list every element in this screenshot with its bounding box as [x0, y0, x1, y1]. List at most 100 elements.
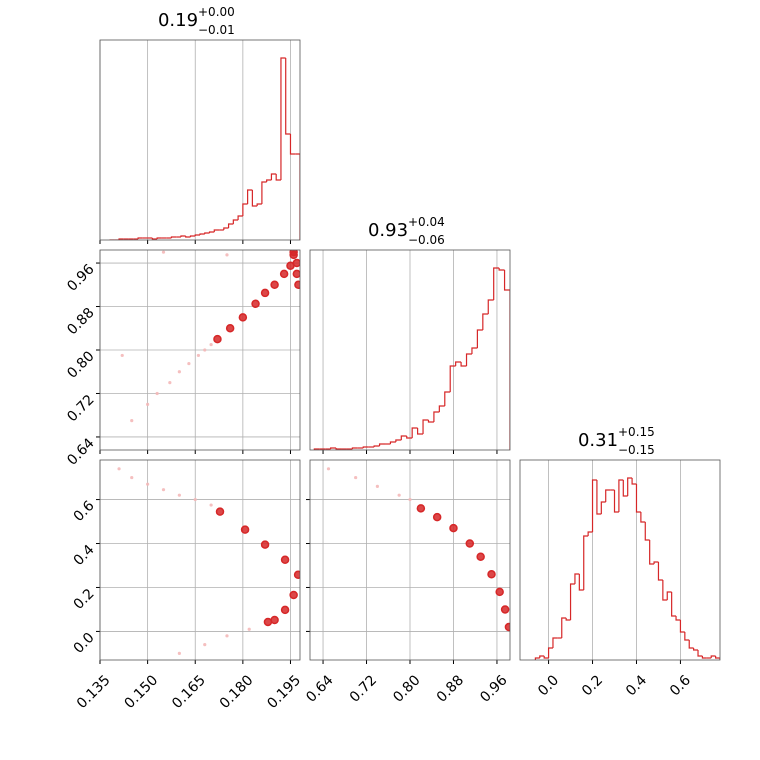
- sample-point: [213, 334, 222, 344]
- hist-step: [578, 574, 584, 591]
- title-lower: −0.06: [408, 233, 445, 247]
- hist-step: [199, 233, 205, 235]
- hist-step: [671, 592, 677, 617]
- panel-title: 0.31: [578, 430, 618, 451]
- panel-frame: [309, 249, 511, 451]
- hist-step: [591, 479, 597, 532]
- hist-step: [247, 189, 253, 204]
- sample-point: [375, 484, 379, 488]
- sample-point: [215, 507, 225, 516]
- y-tick-label: 0.6: [71, 498, 98, 525]
- sample-point: [161, 488, 166, 492]
- hist-step: [213, 229, 220, 232]
- hist-step: [330, 447, 337, 449]
- hist-step: [455, 361, 462, 366]
- sample-point: [251, 299, 260, 309]
- hist-step: [715, 656, 720, 660]
- sample-point: [146, 482, 150, 486]
- hist-step: [657, 562, 663, 581]
- y-tick-label: 0.80: [64, 348, 97, 381]
- hist-step: [227, 223, 234, 228]
- title-upper: +0.04: [408, 215, 445, 229]
- panel-title: 0.19: [158, 10, 198, 31]
- hist-step: [422, 419, 429, 434]
- plot-area: [120, 250, 300, 423]
- sample-point: [289, 590, 298, 600]
- sample-point: [238, 313, 248, 322]
- sample-point: [487, 570, 496, 579]
- plot-area: [117, 467, 300, 656]
- sample-point: [449, 523, 458, 533]
- x-tick-label: 0.150: [122, 672, 162, 712]
- hist-step: [261, 181, 267, 204]
- sample-point: [294, 280, 300, 290]
- x-tick-label: 0.80: [390, 672, 423, 705]
- plot-area: [313, 267, 510, 450]
- hist-step: [389, 441, 396, 444]
- hist-step: [600, 501, 606, 514]
- hist-step: [251, 190, 258, 207]
- y-tick-label: 0.96: [64, 261, 97, 294]
- sample-point: [504, 622, 510, 632]
- sample-point: [225, 634, 229, 638]
- sample-point: [161, 250, 166, 254]
- title-lower: −0.15: [618, 443, 655, 457]
- hist-step: [675, 616, 681, 621]
- sample-point: [280, 555, 290, 565]
- hist-step: [335, 448, 342, 450]
- hist-step: [242, 203, 248, 216]
- sample-point: [326, 467, 331, 471]
- sample-point: [280, 605, 290, 615]
- hist-step: [644, 522, 650, 541]
- hist-step: [697, 650, 703, 657]
- hist-step: [482, 313, 489, 330]
- plot-area: [109, 57, 300, 240]
- title-lower: −0.01: [198, 23, 235, 37]
- x-tick-label: 0.96: [477, 672, 510, 705]
- title-value: 0.19: [158, 10, 198, 31]
- x-tick-label: 0.165: [169, 672, 209, 712]
- panel-frame: [519, 459, 721, 661]
- hist-step: [565, 618, 571, 621]
- hist-step: [270, 173, 277, 180]
- sample-point: [240, 525, 250, 534]
- sample-point: [270, 280, 279, 290]
- panel-frame: [309, 459, 511, 661]
- sample-point: [263, 617, 273, 627]
- plot-area: [326, 467, 510, 632]
- hist-step: [373, 445, 380, 447]
- hist-step: [280, 57, 286, 180]
- sample-point: [193, 497, 197, 502]
- hist-step: [427, 420, 434, 423]
- x-tick-label: 0.4: [623, 672, 650, 699]
- sample-point: [354, 475, 358, 480]
- sample-point: [292, 269, 300, 279]
- sample-point: [177, 493, 181, 497]
- hist-step: [256, 203, 262, 206]
- hist-step: [266, 179, 272, 182]
- hist-step: [605, 489, 611, 502]
- sample-point: [495, 587, 504, 597]
- hist-step: [449, 365, 456, 392]
- y-tick-label: 0.2: [71, 586, 98, 613]
- hist-step: [710, 655, 716, 658]
- hist-step: [194, 234, 200, 236]
- x-tick-label: 0.180: [217, 672, 257, 712]
- sample-point: [476, 552, 485, 561]
- hist-step: [618, 479, 624, 512]
- hist-step: [465, 353, 472, 366]
- hist-step: [232, 219, 239, 224]
- hist-step: [137, 237, 143, 239]
- y-tick-label: 0.0: [71, 630, 98, 657]
- sample-point: [168, 381, 172, 385]
- sample-point: [292, 258, 300, 268]
- hist-step: [411, 427, 418, 438]
- sample-point: [209, 503, 213, 507]
- hist-step: [493, 267, 500, 300]
- hist-step: [275, 174, 281, 181]
- hist-step: [156, 237, 162, 239]
- hist-step: [295, 153, 300, 240]
- sample-point: [209, 342, 213, 347]
- hist-step: [635, 484, 641, 513]
